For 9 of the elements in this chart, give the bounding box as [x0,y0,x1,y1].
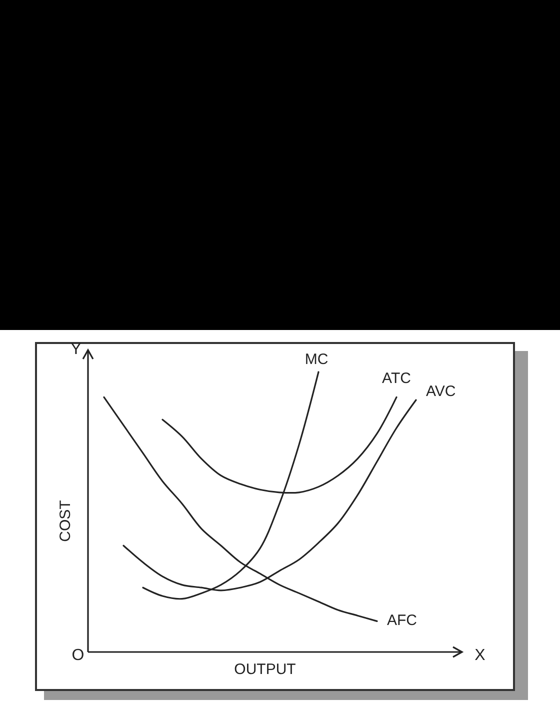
text: Y [70,341,82,358]
x-axis-title: OUTPUT [234,661,296,678]
text: O [72,647,84,664]
series-label: ATC [382,370,412,388]
series-label: AVC [426,383,456,400]
series-label: AFC [387,612,418,630]
series-label: MC [304,351,328,368]
y-axis-title: COST [57,500,74,542]
text: X [474,647,486,664]
